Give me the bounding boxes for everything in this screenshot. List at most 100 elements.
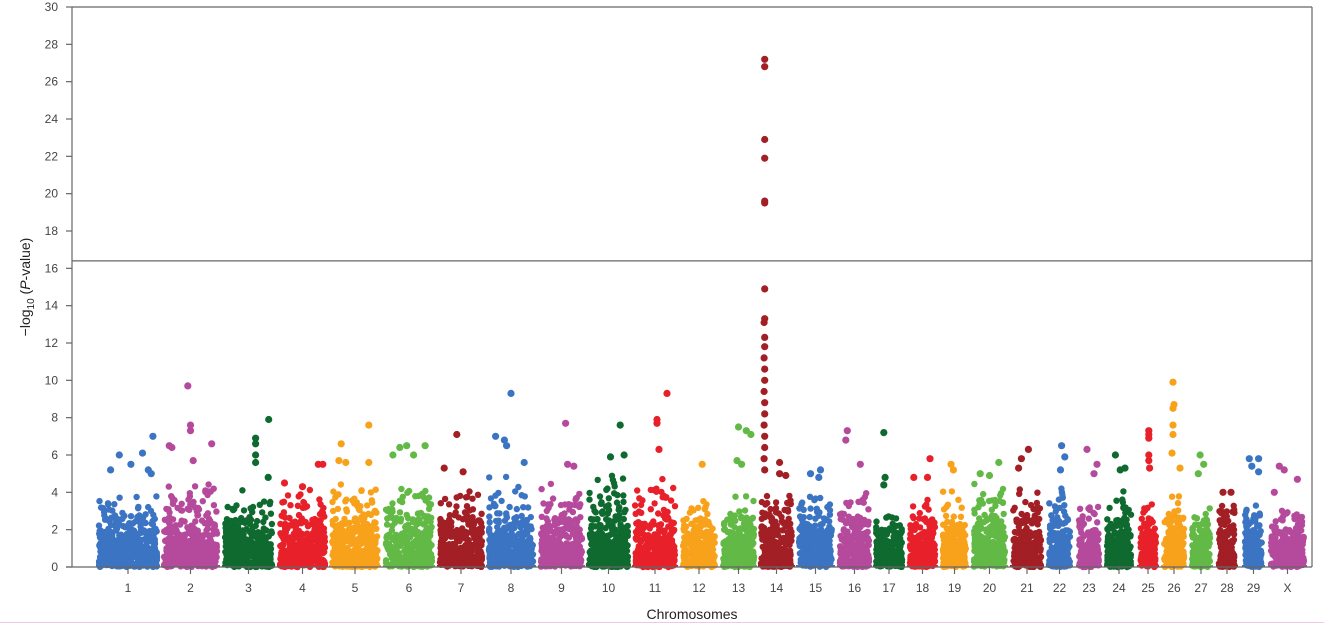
snp-point bbox=[591, 543, 598, 551]
snp-point bbox=[594, 516, 601, 523]
snp-point bbox=[688, 505, 695, 512]
snp-point bbox=[572, 495, 580, 502]
snp-point bbox=[287, 502, 294, 509]
snp-point bbox=[780, 519, 787, 527]
snp-point bbox=[596, 527, 604, 534]
snp-point bbox=[395, 557, 402, 564]
snp-point bbox=[644, 546, 652, 553]
snp-point bbox=[445, 501, 453, 508]
snp-point bbox=[222, 538, 230, 545]
snp-point bbox=[398, 485, 405, 493]
top-snp-point bbox=[421, 442, 429, 450]
top-snp-point bbox=[389, 451, 397, 459]
snp-point bbox=[543, 545, 551, 553]
snp-point bbox=[199, 532, 206, 539]
snp-point bbox=[255, 556, 262, 563]
snp-point bbox=[106, 546, 113, 554]
snp-point bbox=[224, 529, 232, 536]
snp-point bbox=[760, 524, 768, 531]
snp-point bbox=[279, 499, 286, 506]
snp-point bbox=[763, 492, 771, 500]
snp-point bbox=[397, 515, 405, 523]
snp-point bbox=[166, 509, 173, 516]
snp-point bbox=[707, 553, 714, 561]
top-snp-point bbox=[265, 415, 273, 424]
top-snp-point bbox=[761, 343, 769, 351]
snp-point bbox=[108, 535, 116, 542]
snp-point bbox=[294, 502, 302, 509]
snp-point bbox=[503, 548, 510, 556]
snp-point bbox=[636, 495, 643, 502]
snp-point bbox=[266, 500, 273, 508]
snp-point bbox=[787, 497, 794, 504]
snp-point bbox=[123, 533, 131, 540]
snp-point bbox=[421, 558, 428, 565]
snp-point bbox=[736, 529, 743, 536]
snp-point bbox=[663, 534, 670, 542]
snp-point bbox=[206, 488, 213, 495]
top-snp-point bbox=[138, 449, 147, 457]
snp-point bbox=[477, 519, 485, 526]
snp-point bbox=[515, 530, 522, 538]
chromosome-4-points bbox=[277, 460, 329, 571]
snp-point bbox=[304, 530, 311, 537]
snp-point bbox=[704, 510, 711, 518]
snp-point bbox=[733, 540, 740, 548]
snp-point bbox=[303, 503, 311, 510]
snp-point bbox=[253, 517, 261, 525]
snp-point bbox=[569, 508, 577, 516]
top-snp-point bbox=[564, 460, 572, 468]
snp-point bbox=[372, 486, 379, 493]
snp-point bbox=[284, 492, 292, 499]
snp-point bbox=[139, 514, 147, 522]
snp-point bbox=[205, 481, 212, 488]
snp-point bbox=[188, 522, 195, 529]
snp-point bbox=[151, 538, 158, 546]
snp-point bbox=[522, 522, 529, 529]
top-snp-point bbox=[492, 432, 500, 440]
snp-point bbox=[229, 556, 237, 563]
snp-point bbox=[671, 526, 678, 534]
snp-point bbox=[515, 483, 522, 491]
top-snp-point bbox=[761, 285, 769, 293]
snp-point bbox=[778, 551, 785, 559]
snp-point bbox=[278, 555, 286, 562]
snp-point bbox=[526, 549, 533, 557]
snp-point bbox=[309, 534, 317, 542]
snp-point bbox=[553, 545, 561, 552]
snp-point bbox=[196, 558, 203, 566]
snp-point bbox=[451, 549, 458, 556]
chromosome-6-points bbox=[382, 442, 436, 570]
snp-point bbox=[689, 538, 696, 545]
snp-point bbox=[640, 535, 647, 542]
snp-point bbox=[309, 516, 316, 524]
snp-point bbox=[373, 525, 380, 532]
snp-point bbox=[363, 555, 371, 562]
top-snp-point bbox=[761, 333, 769, 341]
snp-point bbox=[317, 501, 324, 508]
snp-point bbox=[230, 519, 237, 526]
snp-point bbox=[565, 517, 572, 524]
snp-point bbox=[339, 533, 346, 540]
top-snp-point bbox=[186, 427, 195, 435]
snp-point bbox=[744, 529, 751, 536]
snp-point bbox=[464, 542, 472, 549]
snp-point bbox=[619, 550, 627, 558]
snp-point bbox=[459, 547, 466, 554]
snp-point bbox=[702, 504, 709, 511]
snp-point bbox=[128, 544, 136, 551]
snp-point bbox=[148, 520, 155, 527]
snp-point bbox=[670, 484, 677, 492]
snp-point bbox=[277, 520, 284, 528]
snp-point bbox=[607, 557, 615, 564]
snp-point bbox=[613, 499, 621, 506]
chromosome-11-points bbox=[631, 389, 679, 571]
snp-point bbox=[333, 492, 340, 499]
snp-point bbox=[187, 547, 195, 554]
snp-point bbox=[316, 496, 323, 503]
snp-point bbox=[128, 560, 136, 567]
snp-point bbox=[107, 521, 115, 529]
snp-point bbox=[304, 554, 311, 562]
snp-point bbox=[781, 546, 789, 553]
snp-point bbox=[320, 542, 328, 550]
